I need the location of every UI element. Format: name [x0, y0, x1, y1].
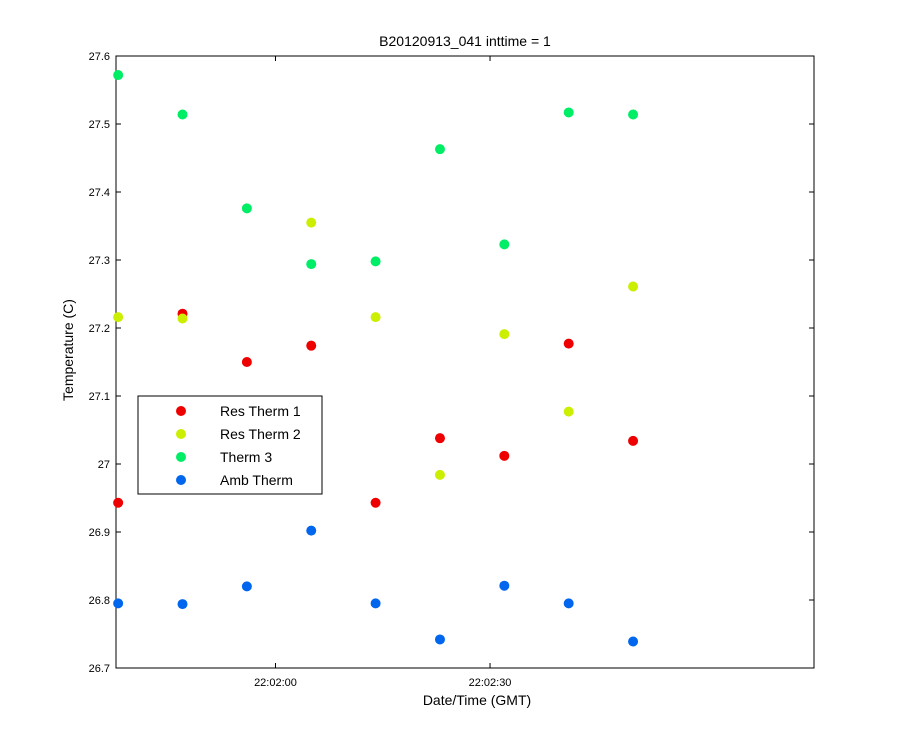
legend-box — [137, 395, 323, 495]
point-res-therm-2 — [628, 281, 639, 292]
legend-marker — [176, 406, 186, 416]
plot-area — [115, 55, 815, 669]
legend: Res Therm 1 Res Therm 2 Therm 3 Amb Therm — [137, 395, 323, 495]
point-amb-therm — [628, 636, 639, 647]
y-tick-label: 27.6 — [89, 51, 110, 63]
y-tick-label: 26.9 — [89, 527, 110, 539]
y-axis-ticks: 26.7 26.8 26.9 27 27.1 27.2 27.3 27.4 27.5 27.6 — [89, 51, 814, 675]
point-res-therm-1 — [306, 340, 317, 351]
point-res-therm-1 — [628, 435, 639, 446]
y-tick-label: 26.7 — [89, 663, 110, 675]
point-res-therm-1 — [241, 357, 252, 367]
point-res-therm-2 — [434, 469, 445, 480]
point-therm-3 — [628, 109, 639, 120]
point-amb-therm — [370, 598, 381, 609]
point-res-therm-2 — [370, 312, 381, 323]
legend-label: Amb Therm — [220, 472, 293, 488]
y-tick-label: 27.3 — [89, 255, 110, 267]
point-res-therm-2 — [177, 313, 188, 324]
point-therm-3 — [113, 70, 124, 81]
y-tick-label: 27.5 — [89, 119, 110, 131]
chart-title: B20120913_041 inttime = 1 — [379, 33, 551, 49]
point-res-therm-2 — [113, 312, 124, 323]
point-therm-3 — [177, 109, 188, 120]
point-amb-therm — [499, 580, 510, 591]
point-res-therm-1 — [563, 338, 574, 349]
legend-label: Therm 3 — [220, 449, 272, 465]
point-therm-3 — [241, 203, 252, 214]
point-therm-3 — [306, 259, 317, 270]
point-res-therm-1 — [113, 497, 124, 508]
point-therm-3 — [499, 239, 510, 250]
point-res-therm-2 — [499, 329, 510, 340]
x-axis-ticks: 22:02:00 22:02:30 — [254, 56, 511, 689]
point-res-therm-2 — [306, 217, 317, 228]
point-res-therm-2 — [563, 406, 574, 417]
x-axis-label: Date/Time (GMT) — [423, 692, 531, 708]
point-amb-therm — [113, 598, 124, 609]
x-tick-label: 22:02:00 — [254, 677, 297, 689]
y-axis-label: Temperature (C) — [60, 299, 76, 401]
legend-marker — [176, 452, 186, 462]
legend-marker — [176, 429, 186, 439]
y-tick-label: 26.8 — [89, 595, 110, 607]
point-res-therm-1 — [499, 450, 510, 461]
point-res-therm-1 — [370, 497, 381, 508]
legend-marker — [176, 475, 186, 485]
legend-label: Res Therm 1 — [220, 403, 301, 419]
point-therm-3 — [434, 144, 445, 155]
point-amb-therm — [177, 599, 188, 610]
point-amb-therm — [434, 634, 445, 645]
legend-label: Res Therm 2 — [220, 426, 301, 442]
y-tick-label: 27.1 — [89, 391, 110, 403]
point-amb-therm — [241, 581, 252, 592]
point-amb-therm — [306, 525, 317, 536]
y-tick-label: 27.4 — [89, 187, 110, 199]
y-tick-label: 27 — [98, 459, 110, 471]
data-points — [113, 70, 639, 647]
point-res-therm-1 — [434, 433, 445, 444]
point-amb-therm — [563, 598, 574, 609]
point-therm-3 — [370, 256, 381, 267]
y-tick-label: 27.2 — [89, 323, 110, 335]
point-therm-3 — [563, 107, 574, 118]
x-tick-label: 22:02:30 — [469, 677, 512, 689]
